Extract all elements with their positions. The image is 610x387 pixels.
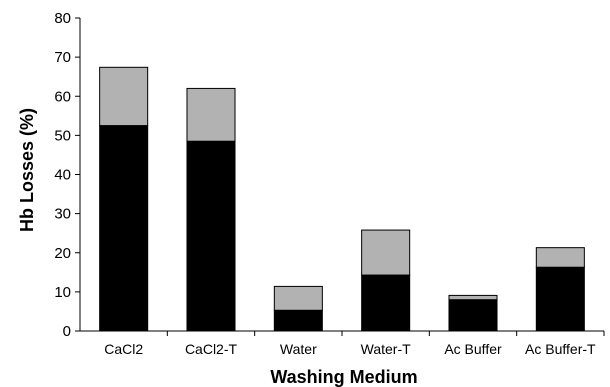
bar-segment-upper-2 (273, 285, 323, 311)
y-tick-label: 50 (54, 127, 71, 144)
bar-segment-upper-1 (186, 87, 236, 142)
y-tick-label: 10 (54, 284, 71, 301)
y-axis-ticks: 0 10 20 30 40 50 60 70 80 (54, 10, 80, 340)
bar-segment-lower-5 (535, 266, 585, 332)
y-axis-title: Hb Losses (%) (17, 108, 37, 232)
bar-segment-upper-4 (448, 294, 498, 301)
y-tick-label: 30 (54, 206, 71, 223)
x-tick-label: Ac Buffer (444, 341, 502, 357)
bar-segment-lower-1 (186, 140, 236, 332)
y-tick-label: 20 (54, 245, 71, 262)
bar-segment-lower-4 (448, 299, 498, 332)
x-axis-title: Washing Medium (270, 367, 417, 387)
y-tick-label: 40 (54, 167, 71, 184)
x-tick-label: Water (280, 341, 317, 357)
bars (99, 66, 585, 332)
y-tick-label: 0 (63, 323, 71, 340)
y-tick-label: 80 (54, 10, 71, 27)
x-tick-label: CaCl2 (104, 341, 143, 357)
y-tick-label: 70 (54, 49, 71, 66)
bar-segment-lower-3 (361, 274, 411, 332)
y-tick-label: 60 (54, 88, 71, 105)
bar-segment-upper-0 (99, 66, 149, 127)
bar-segment-upper-3 (361, 229, 411, 276)
x-tick-label: Ac Buffer-T (525, 341, 596, 357)
x-tick-label: Water-T (361, 341, 411, 357)
bar-segment-lower-2 (273, 309, 323, 332)
x-axis-labels: CaCl2 CaCl2-T Water Water-T Ac Buffer Ac Buff… (104, 331, 605, 357)
bar-segment-upper-5 (535, 247, 585, 268)
x-tick-label: CaCl2-T (185, 341, 238, 357)
bar-segment-lower-0 (99, 125, 149, 332)
